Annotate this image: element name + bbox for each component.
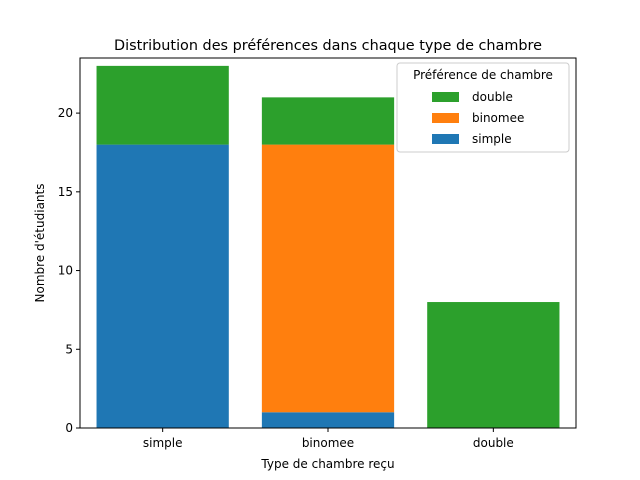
legend-swatch-simple xyxy=(432,134,459,144)
legend: Préférence de chambre double binomee simple xyxy=(396,62,570,153)
x-tick-label-simple: simple xyxy=(143,436,183,450)
bar-binomee-binomee xyxy=(261,144,395,413)
bar-simple-simple xyxy=(96,144,229,428)
legend-label-double: double xyxy=(472,90,513,104)
x-tick-label-binomee: binomee xyxy=(302,436,354,450)
y-tick-label: 20 xyxy=(58,106,73,120)
y-axis: 0 5 10 15 20 xyxy=(58,106,80,435)
y-tick-label: 15 xyxy=(58,185,73,199)
bar-double-double xyxy=(427,302,560,428)
y-tick-label: 0 xyxy=(65,421,73,435)
y-axis-label: Nombre d'étudiants xyxy=(33,184,47,303)
bars-group xyxy=(96,65,560,428)
bar-double-binomee xyxy=(261,97,395,145)
bar-double-simple xyxy=(96,65,229,145)
x-axis-label: Type de chambre reçu xyxy=(260,457,394,471)
legend-label-binomee: binomee xyxy=(472,111,524,125)
y-tick-label: 5 xyxy=(65,342,73,356)
plot-frame xyxy=(79,57,577,429)
legend-swatch-binomee xyxy=(432,113,459,123)
y-tick-label: 10 xyxy=(58,264,73,278)
legend-label-simple: simple xyxy=(472,132,512,146)
legend-box xyxy=(396,62,570,153)
x-axis: simple binomee double xyxy=(143,428,514,450)
legend-swatch-double xyxy=(432,92,459,102)
chart-title: Distribution des préférences dans chaque… xyxy=(114,38,542,54)
legend-title: Préférence de chambre xyxy=(413,68,553,82)
bar-simple-binomee xyxy=(261,412,395,428)
x-tick-label-double: double xyxy=(473,436,514,450)
